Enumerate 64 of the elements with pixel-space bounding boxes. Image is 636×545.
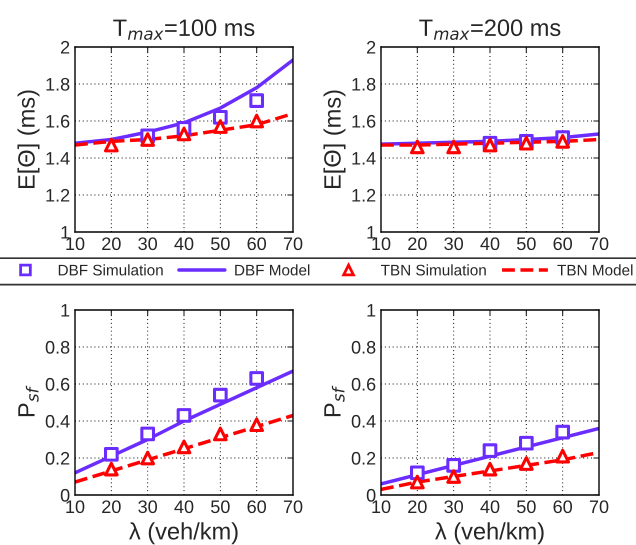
x-tick-label: 30 [138,500,158,514]
y-tick-label: 1.2 [352,188,376,202]
y-tick-label: 1.8 [46,78,70,91]
legend-label: DBF Simulation [58,264,163,276]
y-tick-label: 1.8 [352,78,376,91]
y-tick-label: 0 [60,488,70,502]
y-tick-label: 2 [367,40,376,54]
chart-title: T$_{max}$=200 ms [419,19,560,40]
y-tick-label: 1 [367,226,376,239]
x-tick-label: 60 [554,237,572,250]
y-tick-label: 1.4 [46,152,70,165]
y-tick-label: 0.4 [46,414,70,428]
x-tick-label: 20 [408,500,427,514]
x-tick-label: 10 [372,500,390,514]
x-tick-label: 40 [480,237,500,250]
y-tick-label: 1 [61,226,70,239]
x-tick-label: 10 [66,500,84,514]
x-tick-label: 60 [248,500,266,514]
x-tick-label: 50 [517,237,536,250]
x-tick-label: 50 [211,237,230,250]
x-tick-label: 40 [174,237,194,250]
x-tick-label: 70 [590,237,608,250]
x-tick-label: 20 [102,237,121,250]
y-axis-title: E[Θ] (ms) [323,90,346,188]
legend-label: TBN Simulation [380,264,486,276]
legend-label: TBN Model [557,264,632,276]
y-tick-label: 0.2 [352,452,376,465]
y-tick-label: 0.8 [352,340,376,354]
x-tick-label: 70 [284,500,302,514]
y-tick-label: 0.6 [352,378,376,391]
x-tick-label: 30 [138,237,158,250]
x-tick-label: 50 [517,500,536,514]
y-axis-title: P$_{sf}$ [18,386,39,416]
y-axis-title: P$_{sf}$ [324,386,345,416]
x-tick-label: 70 [590,500,608,514]
x-tick-label: 10 [372,237,390,250]
y-tick-label: 0.4 [352,414,376,428]
legend-label: DBF Model [235,264,310,276]
x-tick-label: 30 [444,500,464,514]
x-tick-label: 30 [444,237,464,250]
y-tick-label: 1 [367,304,376,317]
x-tick-label: 50 [211,500,230,514]
x-axis-title: λ (veh/km) [435,522,544,544]
x-tick-label: 60 [554,500,572,514]
x-tick-label: 40 [174,500,194,514]
y-axis-title: E[Θ] (ms) [17,90,40,188]
x-tick-label: 60 [248,237,266,250]
x-tick-label: 20 [408,237,427,250]
x-tick-label: 70 [284,237,302,250]
y-tick-label: 1.2 [46,188,70,202]
y-tick-label: 0.6 [46,378,70,391]
chart-title: T$_{max}$=100 ms [113,19,254,40]
y-tick-label: 0.2 [46,452,70,465]
y-tick-label: 0.8 [46,340,70,354]
x-axis-title: λ (veh/km) [129,522,238,544]
y-tick-label: 2 [61,40,70,54]
y-tick-label: 1.6 [46,114,70,128]
y-tick-label: 1.4 [352,152,376,165]
y-tick-label: 0 [366,488,376,502]
x-tick-label: 40 [480,500,500,514]
y-tick-label: 1 [61,304,70,317]
x-tick-label: 20 [102,500,121,514]
y-tick-label: 1.6 [352,114,376,128]
x-tick-label: 10 [66,237,84,250]
